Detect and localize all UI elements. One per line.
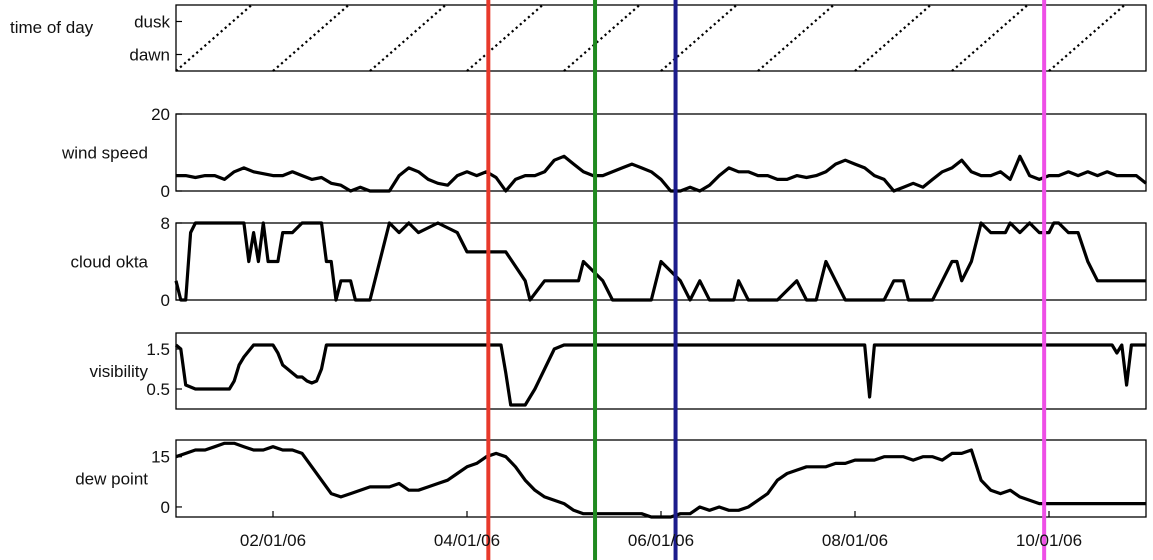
series-line-dew bbox=[175, 441, 1146, 519]
x-tick-label: 06/01/06 bbox=[628, 531, 694, 550]
panel-frame bbox=[175, 113, 1147, 192]
day-sweep bbox=[1048, 4, 1126, 72]
panel-cloud: 8 0 cloud okta bbox=[71, 214, 1147, 310]
x-axis: 02/01/06 04/01/06 06/01/06 08/01/06 10/01/06 bbox=[240, 511, 1082, 550]
y-axis-label: dew point bbox=[75, 470, 148, 489]
y-tick-label: 15 bbox=[151, 448, 170, 467]
y-axis-label: visibility bbox=[89, 362, 148, 381]
x-tick-label: 04/01/06 bbox=[434, 531, 500, 550]
day-sweep bbox=[757, 4, 835, 72]
day-sweep bbox=[369, 4, 447, 72]
y-tick-label: 0 bbox=[161, 291, 170, 310]
y-tick-label: 0 bbox=[161, 498, 170, 517]
panel-dew: 15 0 dew point bbox=[75, 439, 1147, 519]
day-sweep bbox=[272, 4, 350, 72]
y-axis-label: time of day bbox=[10, 18, 94, 37]
y-tick-label: 0 bbox=[161, 182, 170, 201]
y-tick-label: dusk bbox=[134, 13, 170, 32]
x-tick-label: 10/01/06 bbox=[1016, 531, 1082, 550]
panel-wind: 20 0 wind speed bbox=[61, 105, 1147, 201]
day-sweep bbox=[175, 4, 253, 72]
day-sweep bbox=[854, 4, 932, 72]
day-sweep bbox=[563, 4, 641, 72]
y-tick-label: dawn bbox=[129, 46, 170, 65]
y-tick-label: 0.5 bbox=[146, 380, 170, 399]
chart-panels: dusk dawn time of day 20 0 wind speed 8 0 cloud … bbox=[10, 4, 1147, 519]
panel-frame bbox=[175, 332, 1147, 410]
y-tick-label: 1.5 bbox=[146, 340, 170, 359]
y-tick-label: 20 bbox=[151, 105, 170, 124]
day-sweep bbox=[951, 4, 1029, 72]
panel-frame bbox=[175, 4, 1147, 72]
x-tick-label: 08/01/06 bbox=[822, 531, 888, 550]
y-tick-label: 8 bbox=[161, 214, 170, 233]
y-axis-label: wind speed bbox=[61, 144, 148, 163]
panel-time: dusk dawn time of day bbox=[10, 4, 1147, 72]
event-lines bbox=[486, 0, 1047, 560]
day-sweep bbox=[660, 4, 738, 72]
x-tick-label: 02/01/06 bbox=[240, 531, 306, 550]
day-sweep bbox=[466, 4, 544, 72]
panel-frame bbox=[175, 222, 1147, 301]
series-line-wind bbox=[176, 154, 1147, 193]
series-line-cloud bbox=[174, 221, 1146, 302]
y-axis-label: cloud okta bbox=[71, 253, 149, 272]
series-line-vis bbox=[174, 343, 1146, 407]
